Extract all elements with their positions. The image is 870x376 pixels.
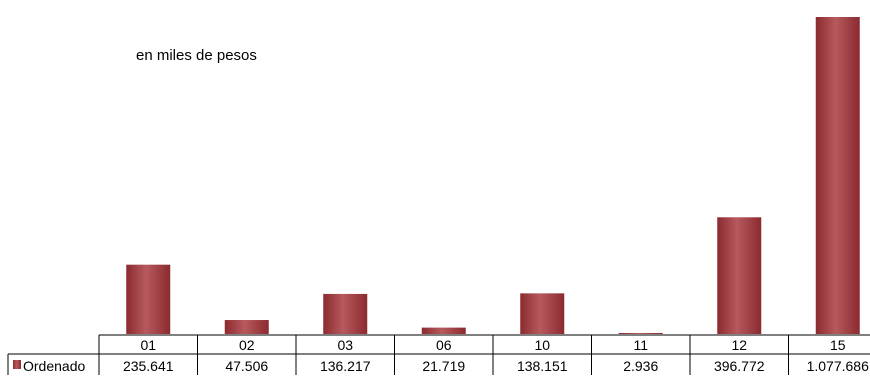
category-label-10: 10 — [534, 337, 550, 353]
bar-15 — [815, 17, 860, 334]
category-label-11: 11 — [633, 337, 648, 353]
value-label-03: 136.217 — [320, 358, 371, 374]
value-label-01: 235.641 — [123, 358, 174, 374]
chart-subtitle: en miles de pesos — [136, 47, 257, 64]
value-label-15: 1.077.686 — [807, 358, 869, 374]
value-label-10: 138.151 — [517, 358, 568, 374]
value-label-02: 47.506 — [225, 358, 268, 374]
legend-key — [13, 360, 21, 369]
bar-11 — [618, 333, 663, 334]
legend-series-name: Ordenado — [23, 358, 85, 374]
category-label-06: 06 — [436, 337, 452, 353]
bar-01 — [126, 264, 171, 334]
category-label-01: 01 — [140, 337, 156, 353]
bar-10 — [520, 293, 565, 334]
value-label-12: 396.772 — [714, 358, 765, 374]
bar-12 — [717, 217, 762, 334]
category-label-03: 03 — [337, 337, 353, 353]
category-label-15: 15 — [830, 337, 846, 353]
bar-02 — [224, 320, 269, 334]
category-label-02: 02 — [239, 337, 255, 353]
bar-03 — [323, 293, 368, 334]
value-label-11: 2.936 — [623, 358, 658, 374]
category-label-12: 12 — [731, 337, 747, 353]
value-label-06: 21.719 — [422, 358, 465, 374]
bar-06 — [421, 327, 466, 334]
